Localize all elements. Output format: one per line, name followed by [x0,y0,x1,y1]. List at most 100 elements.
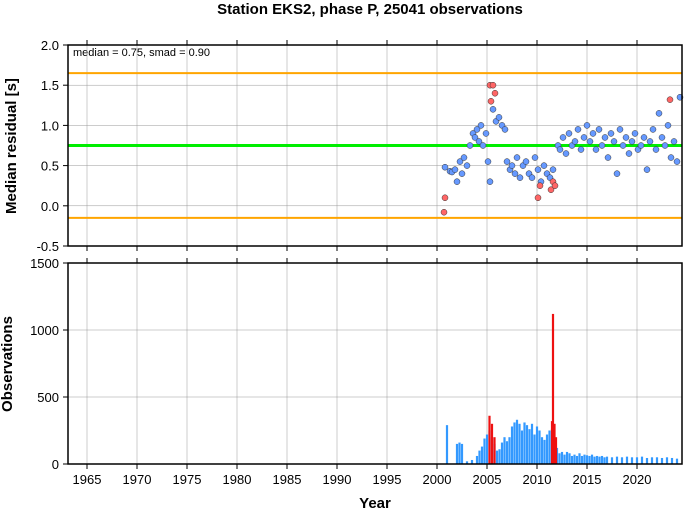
scatter-point [451,166,459,173]
scatter-point [652,146,660,153]
scatter-point [655,110,663,117]
bar [575,455,579,464]
bar [535,426,539,464]
bar [598,456,601,464]
bar [568,453,571,464]
chart-title: Station EKS2, phase P, 25041 observation… [217,1,523,18]
bar [565,451,569,464]
scatter-point [670,138,678,145]
bar [503,437,506,464]
bar [585,455,589,464]
scatter-point [666,96,674,103]
bar [593,456,596,464]
bar [513,422,516,464]
scatter-point [649,126,657,133]
y-tick-label: 0.0 [41,199,59,214]
y-tick-label: 1000 [30,323,59,338]
scatter-point [471,134,479,141]
bar [675,458,679,464]
scatter-point [495,114,503,121]
bar [530,423,534,464]
scatter-point [466,142,474,149]
bar [490,423,494,464]
scatter-point [613,170,621,177]
bar [645,457,649,464]
x-tick-label: 1965 [73,472,102,487]
y-axis-label: Median residual [s] [3,78,20,214]
bar [455,443,459,464]
scatter-point [522,158,530,165]
scatter-point [484,158,492,165]
scatter-point [463,162,471,169]
scatter-point [511,170,519,177]
bar [655,457,659,464]
bar [525,425,529,464]
bar [495,450,499,464]
scatter-point [637,142,645,149]
bar [605,456,609,464]
bar [500,442,504,464]
scatter-point [513,154,521,161]
bar [485,434,489,464]
scatter-point [574,126,582,133]
bar [603,457,606,464]
bar [560,451,564,464]
bar [595,455,599,464]
bar [660,457,664,464]
bar [543,439,546,464]
bar [640,456,644,464]
scatter-point [460,154,468,161]
y-tick-label: 0 [52,457,59,472]
scatter-point [595,126,603,133]
y-tick-label: 0.5 [41,159,59,174]
scatter-point [604,154,612,161]
bar [508,437,511,464]
bar [475,455,479,464]
scatter-point [646,138,654,145]
scatter-point [664,122,672,129]
scatter-point [562,150,570,157]
scatter-point [622,134,630,141]
bar [620,457,624,464]
scatter-point [658,134,666,141]
x-tick-label: 1990 [323,472,352,487]
bar [548,430,551,464]
scatter-point [487,98,495,105]
x-tick-label: 1980 [223,472,252,487]
bar [480,446,484,464]
x-tick-label: 1985 [273,472,302,487]
bar [505,441,509,464]
x-tick-label: 2000 [423,472,452,487]
bar [483,438,486,464]
scatter-point [540,162,548,169]
scatter-point [580,134,588,141]
bar [545,434,549,464]
scatter-point [610,138,618,145]
x-tick-label: 2010 [523,472,552,487]
bar [578,453,581,464]
bar [493,437,496,464]
scatter-point [453,178,461,185]
scatter-point [607,130,615,137]
scatter-point [477,122,485,129]
x-tick-label: 2015 [573,472,602,487]
scatter-point [491,89,499,97]
bar [460,443,464,464]
x-tick-label: 2020 [623,472,652,487]
bar [470,459,474,464]
scatter-point [475,138,483,145]
scatter-point [616,126,624,133]
scatter-point [549,166,557,173]
scatter-point [508,162,516,169]
bar [630,457,634,464]
scatter-point [501,126,509,133]
bar [635,457,639,464]
bar [665,457,669,464]
bar [610,457,614,464]
scatter-point [661,142,669,149]
bar [540,437,544,464]
bar [615,456,619,464]
annotation: median = 0.75, smad = 0.90 [73,47,210,59]
scatter-point [577,146,585,153]
scatter-point [473,126,481,133]
